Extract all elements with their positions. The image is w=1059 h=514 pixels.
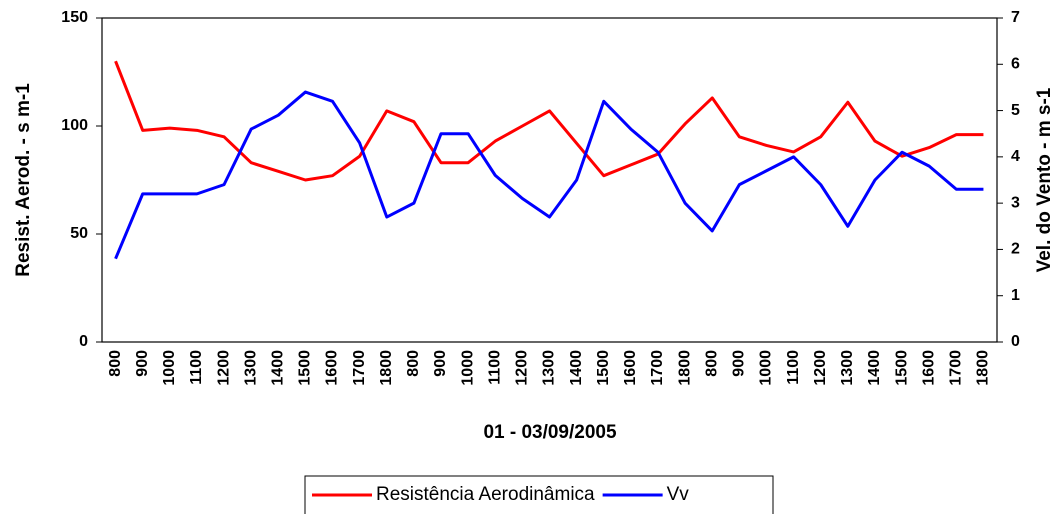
- x-tick-label: 1800: [676, 350, 693, 386]
- line-series: [114, 90, 984, 260]
- legend-box: [304, 475, 774, 514]
- x-tick-label: 1200: [514, 350, 531, 386]
- y-tick-label: 100: [61, 117, 88, 134]
- y2-tick-label: 6: [1011, 56, 1020, 73]
- x-tick-label: 1800: [975, 350, 992, 386]
- x-tick-label: 1700: [649, 350, 666, 386]
- x-tick-label: 1600: [324, 350, 341, 386]
- x-tick-label: 1200: [812, 350, 829, 386]
- x-tick-label: 800: [405, 350, 422, 377]
- line-series: [114, 60, 984, 182]
- legend-label: Resistência Aerodinâmica: [376, 484, 595, 505]
- x-tick-label: 1100: [188, 350, 205, 385]
- y2-tick-label: 5: [1011, 102, 1020, 119]
- x-tick-label: 1200: [215, 350, 232, 386]
- legend-label: Vv: [667, 484, 690, 505]
- y2-tick-label: 0: [1011, 333, 1020, 350]
- y-axis-title: Resist. Aerod. - s m-1: [13, 83, 34, 277]
- x-tick-label: 1800: [378, 350, 395, 386]
- y-tick-label: 150: [61, 9, 88, 26]
- x-tick-label: 1000: [459, 350, 476, 386]
- y2-tick-label: 3: [1011, 194, 1020, 211]
- x-tick-label: 900: [731, 350, 748, 377]
- x-tick-label: 1100: [785, 350, 802, 385]
- y-tick-label: 0: [79, 333, 88, 350]
- y2-axis-title: Vel. do Vento - m s-1: [1034, 87, 1055, 272]
- y2-tick-label: 1: [1011, 287, 1020, 304]
- x-tick-label: 800: [107, 350, 124, 377]
- x-tick-label: 1300: [242, 350, 259, 386]
- x-tick-label: 1500: [893, 350, 910, 386]
- x-tick-label: 1100: [486, 350, 503, 385]
- x-tick-label: 900: [134, 350, 151, 377]
- plot-frame: [101, 17, 998, 343]
- x-tick-label: 1400: [866, 350, 883, 386]
- x-tick-label: 1000: [161, 350, 178, 386]
- x-tick-label: 1600: [920, 350, 937, 386]
- y2-tick-label: 7: [1011, 9, 1020, 26]
- x-tick-label: 1000: [758, 350, 775, 386]
- x-tick-label: 800: [703, 350, 720, 377]
- x-tick-label: 1300: [839, 350, 856, 386]
- x-tick-label: 1700: [351, 350, 368, 386]
- x-tick-label: 1600: [622, 350, 639, 386]
- x-tick-label: 1700: [948, 350, 965, 386]
- x-tick-label: 1500: [595, 350, 612, 386]
- x-axis-title: 01 - 03/09/2005: [483, 422, 617, 443]
- x-tick-label: 900: [432, 350, 449, 377]
- y2-tick-label: 4: [1011, 148, 1020, 165]
- y2-tick-label: 2: [1011, 241, 1020, 258]
- y-tick-label: 50: [70, 225, 88, 242]
- x-tick-label: 1300: [541, 350, 558, 386]
- x-tick-label: 1400: [270, 350, 287, 386]
- x-tick-label: 1500: [297, 350, 314, 386]
- x-tick-label: 1400: [568, 350, 585, 386]
